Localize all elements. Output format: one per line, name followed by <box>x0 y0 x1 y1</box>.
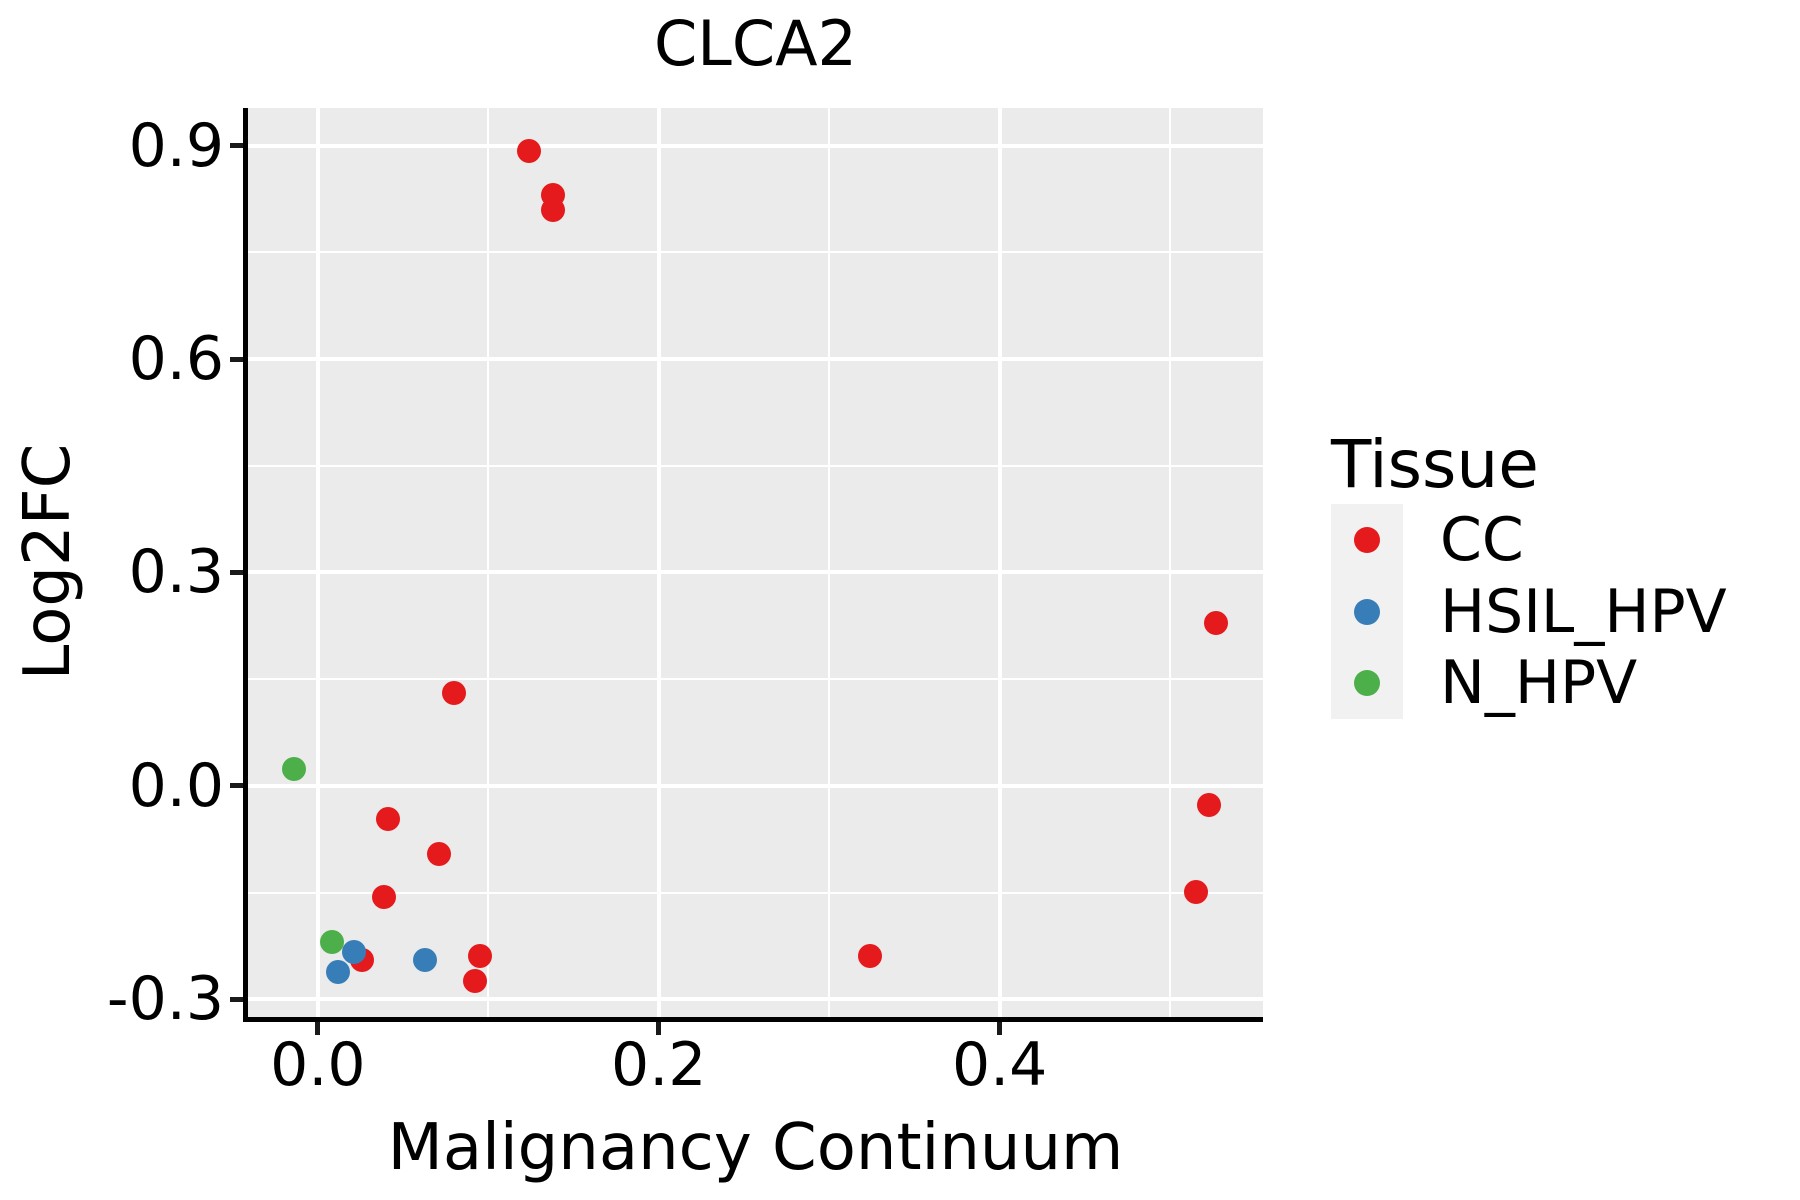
legend-dot-CC <box>1354 526 1380 553</box>
point-CC-6 <box>372 885 397 909</box>
gridline-y-major--0.3 <box>248 997 1263 1002</box>
x-tick-label-0.2: 0.2 <box>611 1030 707 1100</box>
legend-key-N_HPV <box>1331 647 1403 720</box>
x-tick-label-0.4: 0.4 <box>951 1030 1048 1100</box>
point-CC-10 <box>858 944 883 969</box>
gridline-x-major-0.4 <box>997 108 1002 1017</box>
gridline-y-minor-0.45 <box>248 464 1263 467</box>
gridline-y-minor-0.15 <box>248 678 1263 681</box>
point-CC-8 <box>467 944 492 969</box>
point-CC-13 <box>1183 880 1208 905</box>
plot-panel <box>248 108 1263 1017</box>
x-tick-0.2 <box>656 1022 662 1035</box>
gridline-x-major-0 <box>315 108 320 1017</box>
x-tick-label-0.0: 0.0 <box>270 1030 366 1100</box>
point-N_HPV-0 <box>282 756 307 781</box>
point-CC-2 <box>541 198 566 223</box>
legend: Tissue CC HSIL_HPV N_HPV <box>1331 430 1771 730</box>
y-tick-0.6 <box>230 356 243 362</box>
y-tick-label-0.9: 0.9 <box>128 110 224 181</box>
y-axis-title: Log2FC <box>11 443 85 681</box>
x-axis-title: Malignancy Continuum <box>387 1111 1124 1185</box>
point-CC-4 <box>375 806 400 831</box>
legend-title: Tissue <box>1331 426 1539 503</box>
gridline-x-minor-0.1 <box>487 108 490 1017</box>
x-tick-0.4 <box>997 1022 1003 1035</box>
gridline-x-minor-0.5 <box>1169 108 1172 1017</box>
page-title: CLCA2 <box>654 7 857 80</box>
y-tick--0.3 <box>230 996 243 1002</box>
point-HSIL_HPV-1 <box>326 959 351 984</box>
point-CC-0 <box>517 139 542 164</box>
point-CC-9 <box>462 968 487 993</box>
y-tick-0.3 <box>230 569 243 575</box>
y-tick-label-0.3: 0.3 <box>128 537 224 608</box>
gridline-y-major-0.3 <box>248 570 1263 575</box>
point-CC-12 <box>1197 793 1222 818</box>
gridline-y-major-0.9 <box>248 143 1263 148</box>
y-tick-0.0 <box>230 783 243 789</box>
y-tick-label--0.3: -0.3 <box>106 964 224 1035</box>
gridline-y-major-0.6 <box>248 357 1263 361</box>
x-tick-0.0 <box>315 1022 321 1035</box>
point-CC-3 <box>442 680 467 705</box>
y-tick-0.9 <box>230 143 243 148</box>
legend-label-CC: CC <box>1440 505 1524 575</box>
gridline-x-major-0.2 <box>656 108 661 1017</box>
gridline-y-minor--0.15 <box>248 891 1263 894</box>
y-tick-label-0.6: 0.6 <box>128 324 224 394</box>
point-N_HPV-1 <box>319 929 344 954</box>
gridline-y-minor-0.75 <box>248 251 1263 254</box>
legend-label-HSIL_HPV: HSIL_HPV <box>1440 576 1727 647</box>
x-axis-line <box>243 1017 1263 1022</box>
point-CC-11 <box>1204 611 1229 636</box>
legend-label-N_HPV: N_HPV <box>1440 648 1638 719</box>
gridline-y-major-0 <box>248 783 1263 788</box>
legend-key-CC <box>1331 504 1403 576</box>
legend-dot-HSIL_HPV <box>1354 598 1380 625</box>
gridline-x-minor-0.3 <box>828 108 831 1017</box>
y-axis-line <box>243 108 248 1022</box>
legend-dot-N_HPV <box>1354 670 1380 697</box>
y-tick-label-0.0: 0.0 <box>128 750 224 821</box>
point-HSIL_HPV-0 <box>341 939 366 964</box>
point-CC-5 <box>426 842 451 867</box>
legend-key-HSIL_HPV <box>1331 575 1403 648</box>
point-HSIL_HPV-2 <box>413 947 438 972</box>
